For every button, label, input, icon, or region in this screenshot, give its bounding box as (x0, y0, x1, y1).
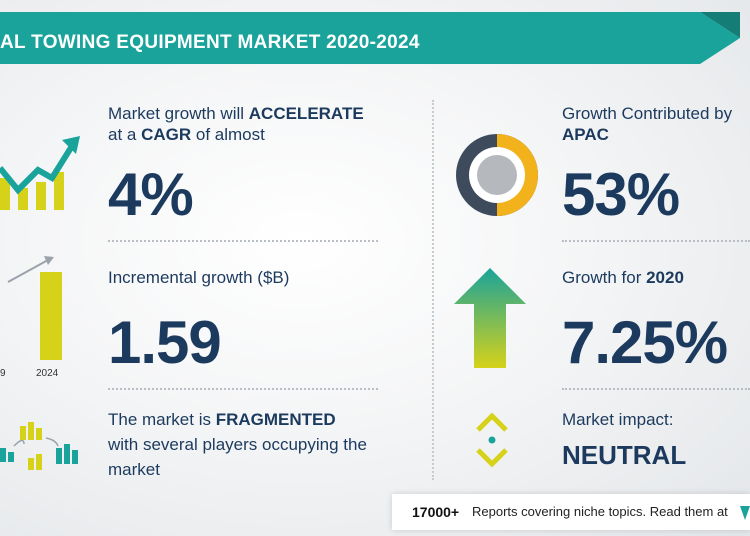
incremental-label: Incremental growth ($B) (108, 268, 290, 287)
growth-label-line1: Market growth will ACCELERATE (108, 104, 364, 123)
divider (562, 240, 750, 242)
growth-2020-value: 7.25% (562, 309, 728, 376)
header-banner: AL TOWING EQUIPMENT MARKET 2020-2024 (0, 12, 740, 64)
growth-2020-label: Growth for 2020 (562, 268, 684, 287)
rising-chart-icon (0, 136, 80, 210)
impact-label: Market impact: (562, 410, 674, 429)
divider (108, 388, 378, 390)
page-title: AL TOWING EQUIPMENT MARKET 2020-2024 (0, 32, 420, 53)
cagr-value: 4% (108, 161, 194, 228)
up-arrow-icon (454, 268, 526, 368)
incremental-bar-icon (7, 256, 62, 360)
incremental-value: 1.59 (108, 309, 222, 376)
contribution-value: 53% (562, 161, 680, 228)
footer-text: Reports covering niche topics. Read them… (472, 504, 728, 519)
axis-label-end: 2024 (36, 368, 59, 379)
impact-value: NEUTRAL (562, 440, 687, 470)
fragmented-line3: market (108, 460, 160, 479)
axis-label-start: 9 (0, 368, 6, 379)
header-shape (0, 12, 740, 64)
fragmented-line2: with several players occupying the (108, 435, 367, 454)
footer-banner: 17000+ Reports covering niche topics. Re… (392, 494, 750, 530)
neutral-arrows-icon (476, 412, 508, 468)
fragmented-line1: The market is FRAGMENTED (108, 410, 336, 429)
divider (108, 240, 378, 242)
contribution-label: Growth Contributed by (562, 104, 733, 123)
donut-chart-icon (456, 134, 538, 216)
column-divider (432, 100, 434, 480)
contribution-region: APAC (562, 125, 609, 144)
divider (562, 388, 750, 390)
brand-logo-icon[interactable] (740, 506, 750, 520)
reports-count: 17000+ (412, 504, 460, 520)
growth-label-line2: at a CAGR of almost (108, 125, 265, 144)
fragmented-market-icon (0, 422, 78, 470)
